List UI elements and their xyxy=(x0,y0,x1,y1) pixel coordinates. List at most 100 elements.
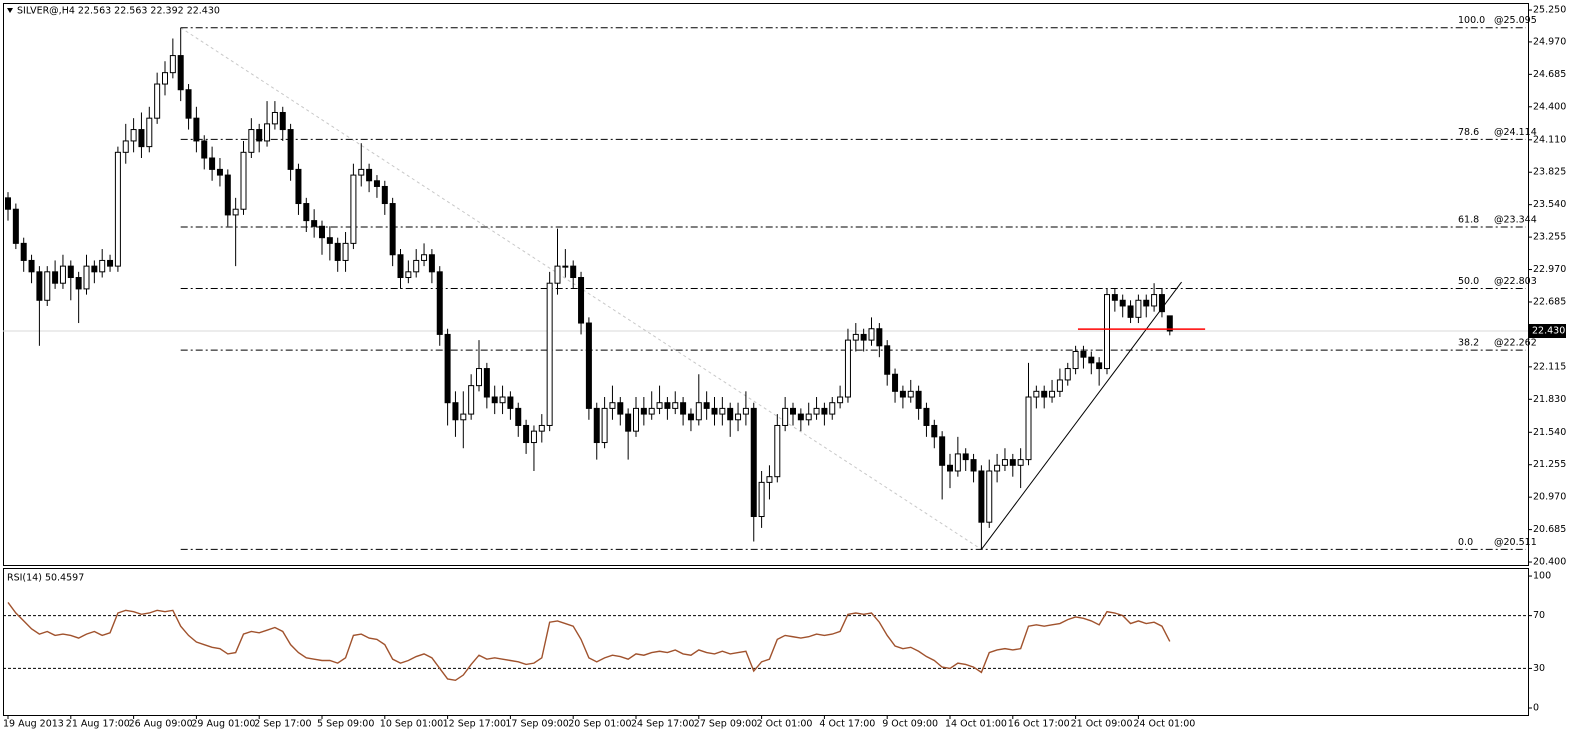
trendline xyxy=(980,281,1182,550)
candle-body xyxy=(334,242,341,261)
candle-body xyxy=(538,424,545,432)
current-price-label: 22.430 xyxy=(1532,326,1565,337)
chart-title: SILVER@,H4 22.563 22.563 22.392 22.430 xyxy=(17,6,220,17)
candle-body xyxy=(146,117,153,148)
candle-body xyxy=(994,464,1001,472)
y-tick-label: 21.255 xyxy=(1533,459,1566,470)
candle-body xyxy=(899,390,906,398)
candle-body xyxy=(248,129,255,153)
fib-level-price: @24.114 xyxy=(1494,127,1537,138)
candle-body xyxy=(915,390,922,409)
candle-body xyxy=(876,328,883,347)
candle-body xyxy=(1111,294,1118,301)
candle-body xyxy=(546,282,553,426)
fib-level-price: @22.262 xyxy=(1494,338,1537,349)
y-tick-label: 20.400 xyxy=(1533,557,1566,568)
y-tick-label: 24.685 xyxy=(1533,69,1566,80)
candle-body xyxy=(797,413,804,421)
y-tick-label: 22.970 xyxy=(1533,264,1566,275)
candle-body xyxy=(468,385,475,415)
candle-body xyxy=(52,271,59,284)
candle-body xyxy=(923,407,930,426)
candle-body xyxy=(476,368,482,387)
candle-body xyxy=(672,402,679,409)
candle-body xyxy=(413,259,420,273)
candle-body xyxy=(758,481,765,518)
candle-body xyxy=(609,402,616,409)
candle-body xyxy=(648,407,655,415)
x-tick-label: 16 Oct 17:00 xyxy=(1008,719,1070,730)
candle-body xyxy=(452,402,459,421)
candle-body xyxy=(107,259,114,267)
candle-body xyxy=(695,402,702,421)
candle-body xyxy=(1049,390,1056,398)
candle-body xyxy=(91,265,98,273)
fib-level-ratio: 0.0 xyxy=(1458,537,1473,548)
candle-body xyxy=(852,333,859,341)
candle-body xyxy=(421,254,428,261)
candle-body xyxy=(962,453,969,461)
candle-body xyxy=(727,407,734,421)
candle-body xyxy=(366,168,373,182)
candle-body xyxy=(1135,299,1142,318)
menu-icon[interactable] xyxy=(7,8,13,13)
candle-body xyxy=(499,396,506,404)
candle-body xyxy=(36,271,43,301)
candle-body xyxy=(750,407,757,518)
x-tick-label: 29 Aug 01:00 xyxy=(191,719,255,730)
y-tick-label: 22.115 xyxy=(1533,361,1566,372)
rsi-title: RSI(14) 50.4597 xyxy=(7,573,84,584)
x-tick-label: 12 Sep 17:00 xyxy=(443,719,506,730)
candle-body xyxy=(1001,459,1008,466)
candle-body xyxy=(138,129,145,148)
candle-body xyxy=(585,322,592,409)
candle-body xyxy=(311,220,318,227)
fib-level-price: @20.511 xyxy=(1494,537,1537,548)
y-tick-label: 0 xyxy=(1533,703,1539,714)
candle-body xyxy=(303,203,310,222)
candle-body xyxy=(1104,294,1110,370)
candle-body xyxy=(530,430,537,444)
candle-body xyxy=(703,402,710,409)
candle-body xyxy=(931,424,938,438)
y-tick-label: 21.830 xyxy=(1533,394,1566,405)
y-tick-label: 22.685 xyxy=(1533,296,1566,307)
candle-body xyxy=(67,265,74,279)
candle-body xyxy=(907,390,914,398)
fib-level-price: @23.344 xyxy=(1494,214,1537,225)
candle-body xyxy=(1080,350,1087,358)
candle-body xyxy=(939,436,946,466)
candle-body xyxy=(1166,315,1173,332)
rsi-panel xyxy=(3,568,1529,716)
y-tick-label: 24.400 xyxy=(1533,101,1566,112)
candle-body xyxy=(185,89,192,119)
candle-body xyxy=(868,328,875,341)
y-tick-label: 24.970 xyxy=(1533,36,1566,47)
candle-body xyxy=(405,271,412,279)
candle-body xyxy=(224,174,231,216)
candle-body xyxy=(279,111,286,131)
candle-body xyxy=(342,242,349,261)
candle-body xyxy=(664,402,671,409)
candle-body xyxy=(970,459,977,472)
plot-layer: 25.250 24.970 24.685 24.400 24.110 23.825 23.5… xyxy=(3,5,1566,730)
candle-body xyxy=(240,151,247,210)
candle-body xyxy=(742,407,749,415)
candle-body xyxy=(177,55,184,91)
candle-body xyxy=(844,339,851,398)
candle-body xyxy=(625,413,632,432)
x-tick-label: 19 Aug 2013 xyxy=(3,719,64,730)
candle-body xyxy=(617,402,624,415)
candle-body xyxy=(232,208,239,216)
candle-body xyxy=(1033,390,1040,398)
candle-body xyxy=(593,407,600,444)
candle-body xyxy=(295,168,302,205)
fib-level-price: @22.803 xyxy=(1494,276,1537,287)
candle-body xyxy=(633,407,639,432)
candle-body xyxy=(813,407,820,415)
candle-body xyxy=(1025,396,1032,461)
candle-body xyxy=(256,129,263,142)
x-tick-label: 27 Sep 09:00 xyxy=(694,719,757,730)
